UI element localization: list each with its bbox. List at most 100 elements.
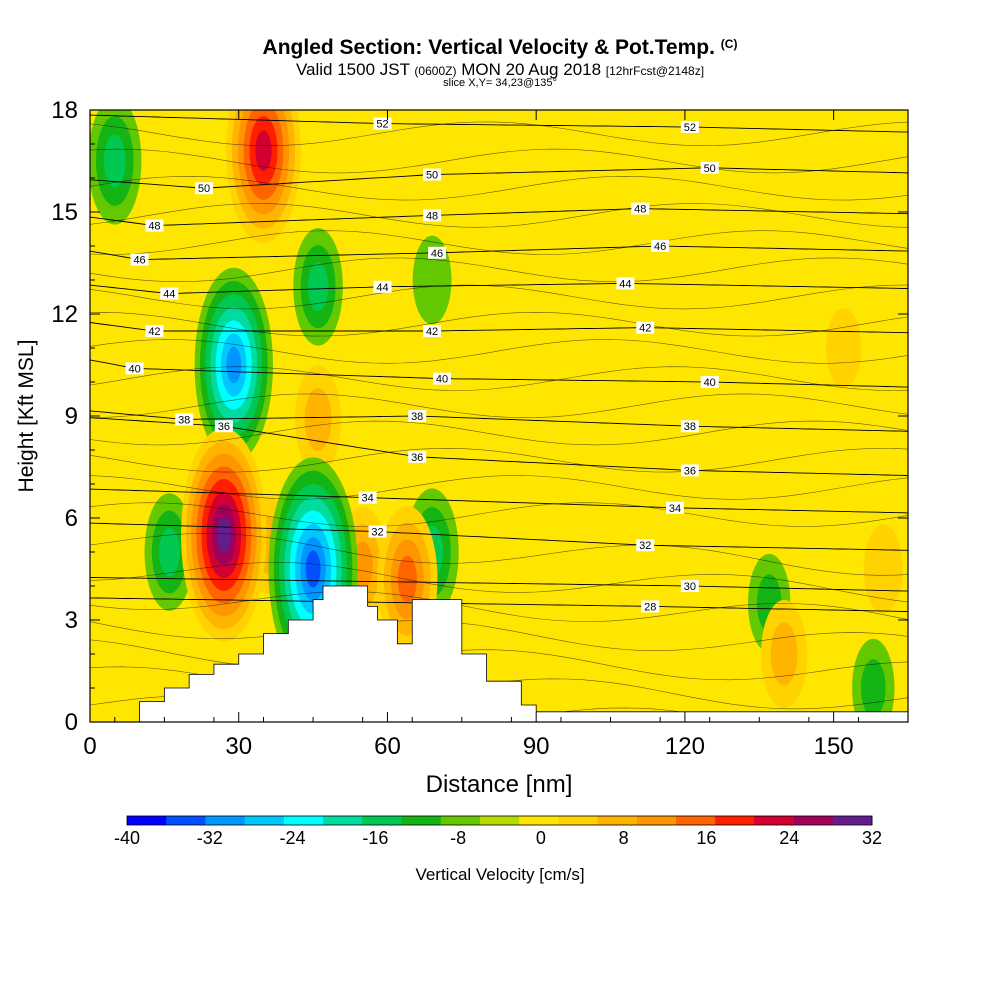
contour-label: 48: [148, 221, 160, 233]
contour-label-bg: [680, 420, 699, 433]
title-unit: (C): [720, 37, 738, 51]
contour-label: 42: [426, 326, 438, 338]
theta-contour-line: [90, 203, 908, 228]
velocity-band: [159, 527, 180, 577]
velocity-band: [860, 659, 886, 717]
contour-label: 38: [411, 411, 423, 423]
theta-contour-line: [90, 175, 908, 201]
valid-date: MON 20 Aug 2018: [461, 60, 602, 79]
colorbar-swatch: [362, 816, 402, 825]
contour-label: 42: [639, 323, 651, 335]
contour-label: 38: [684, 421, 696, 433]
colorbar-label: Vertical Velocity [cm/s]: [415, 865, 584, 884]
valid-time: Valid 1500 JST: [295, 60, 410, 79]
contour-label: 50: [198, 183, 210, 195]
contour-label: 36: [411, 452, 423, 464]
colorbar-tick-label: -32: [197, 828, 223, 848]
contour-label-bg: [700, 161, 719, 174]
contour-label-bg: [423, 325, 442, 337]
forecast-info: [12hrFcst@2148z]: [605, 64, 705, 78]
contour-label-bg: [680, 464, 699, 477]
theta-contour-line: [90, 562, 908, 603]
updraft-cell: [226, 110, 301, 244]
theta-contour-labels: 28 30 32 32 34 34 36 36 36 38 38 38 40 40 40 42 42 42 44 44…: [125, 117, 719, 613]
updraft-cell: [295, 365, 342, 474]
contour-label: 36: [218, 421, 230, 433]
contour-label-bg: [641, 600, 660, 613]
x-tick-label: 30: [225, 733, 252, 760]
theta-contour-line: [90, 447, 908, 473]
colorbar-swatch: [754, 816, 795, 825]
colorbar-swatch: [323, 816, 363, 825]
velocity-band: [307, 262, 329, 312]
updraft-cell: [761, 600, 808, 708]
colorbar-tick-label: -16: [362, 828, 388, 848]
colorbar-swatch: [283, 816, 324, 825]
contour-label-bg: [214, 420, 233, 433]
velocity-band: [226, 346, 242, 384]
velocity-band: [352, 541, 373, 590]
theta-contour-line: [90, 410, 908, 432]
contour-label: 44: [619, 278, 631, 290]
colorbar-swatch: [832, 816, 873, 825]
contour-label: 46: [431, 248, 443, 260]
colorbar-swatch: [675, 816, 716, 825]
theta-contour-line: [90, 502, 908, 527]
velocity-band: [305, 550, 321, 588]
velocity-band: [216, 517, 231, 553]
contour-label-bg: [408, 410, 427, 422]
theta-contour-line: [90, 257, 908, 283]
theta-contour-line: [90, 284, 908, 310]
contour-label-bg: [125, 362, 144, 375]
downdraft-cell: [293, 227, 343, 346]
colorbar-swatch: [479, 816, 520, 825]
theta-contour-line: [90, 121, 908, 147]
y-tick-label: 0: [65, 709, 78, 736]
velocity-band: [863, 524, 903, 614]
colorbar-tick-label: 32: [862, 828, 882, 848]
contour-label-bg: [616, 277, 635, 290]
contour-label: 32: [371, 527, 383, 539]
colorbar-swatch: [793, 816, 834, 825]
colorbar: -40 -32 -24 -16 -8 0 8 16 24 32: [114, 815, 882, 848]
theta-contours: [90, 114, 908, 722]
contour-label-bg: [373, 280, 392, 293]
contour-label: 44: [376, 282, 388, 294]
contour-label-bg: [145, 219, 164, 232]
contour-label-bg: [631, 202, 650, 215]
theta-contour-line: [90, 366, 908, 391]
theta-contour-line: [90, 148, 908, 174]
contour-label: 44: [163, 289, 175, 301]
velocity-band: [304, 387, 332, 451]
contour-label-bg: [423, 209, 442, 222]
contour-label-bg: [373, 117, 392, 130]
contour-label: 34: [669, 503, 681, 515]
colorbar-tick-label: -24: [280, 828, 306, 848]
contour-label: 38: [178, 414, 190, 426]
contour-label-bg: [700, 376, 719, 388]
contour-label-bg: [432, 372, 451, 385]
colorbar-swatch: [636, 816, 677, 825]
velocity-band: [103, 134, 126, 188]
colorbar-tick-label: 8: [619, 828, 629, 848]
contour-label: 46: [133, 255, 145, 267]
contour-label: 40: [704, 377, 716, 389]
colorbar-swatch: [558, 816, 599, 825]
contour-label: 48: [634, 204, 646, 216]
theta-contour-line: [90, 577, 908, 592]
theta-contour-line: [90, 532, 908, 576]
x-axis-label: Distance [nm]: [426, 771, 573, 798]
contour-label: 36: [684, 465, 696, 477]
contour-label: 52: [684, 122, 696, 134]
contour-label-bg: [636, 539, 655, 552]
contour-label: 48: [426, 210, 438, 222]
downdraft-cell: [90, 110, 142, 225]
colorbar-tick-label: 0: [536, 828, 546, 848]
y-tick-label: 18: [51, 97, 78, 124]
contour-label: 28: [644, 601, 656, 613]
y-tick-label: 15: [51, 199, 78, 226]
y-tick-label: 6: [65, 505, 78, 532]
theta-contour-line: [90, 393, 908, 419]
